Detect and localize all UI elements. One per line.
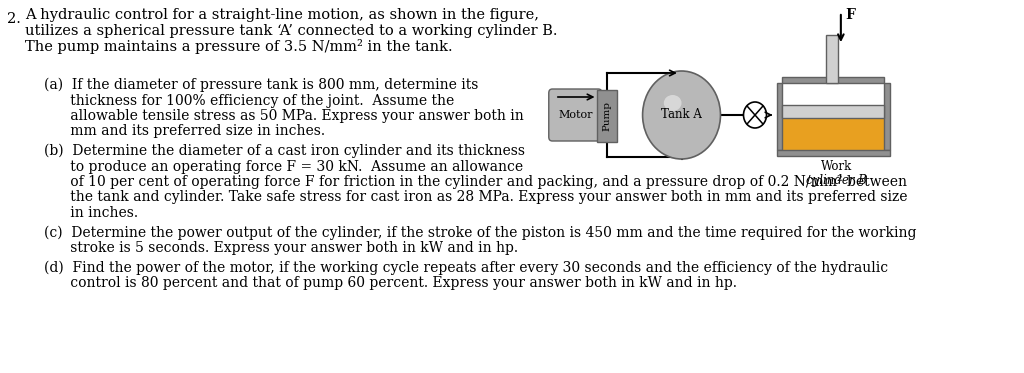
Bar: [782, 77, 884, 83]
Bar: [777, 150, 890, 156]
Text: (b)  Determine the diameter of a cast iron cylinder and its thickness: (b) Determine the diameter of a cast iro…: [44, 144, 525, 159]
Text: cylinder B: cylinder B: [806, 174, 867, 187]
Text: F: F: [845, 8, 855, 22]
Text: mm and its preferred size in inches.: mm and its preferred size in inches.: [44, 125, 326, 138]
Text: control is 80 percent and that of pump 60 percent. Express your answer both in k: control is 80 percent and that of pump 6…: [44, 276, 737, 290]
Bar: [782, 118, 884, 150]
Bar: [777, 83, 782, 150]
Text: The pump maintains a pressure of 3.5 N/mm² in the tank.: The pump maintains a pressure of 3.5 N/m…: [25, 39, 453, 54]
Bar: [598, 110, 605, 120]
Text: Tank A: Tank A: [662, 109, 702, 122]
FancyBboxPatch shape: [549, 89, 602, 141]
Bar: [782, 105, 884, 118]
Text: the tank and cylinder. Take safe stress for cast iron as 28 MPa. Express your an: the tank and cylinder. Take safe stress …: [44, 191, 907, 204]
Circle shape: [643, 71, 721, 159]
Text: allowable tensile stress as 50 MPa. Express your answer both in: allowable tensile stress as 50 MPa. Expr…: [44, 109, 524, 123]
Bar: [884, 83, 890, 150]
Text: of 10 per cent of operating force F for friction in the cylinder and packing, an: of 10 per cent of operating force F for …: [44, 175, 907, 189]
Text: (c)  Determine the power output of the cylinder, if the stroke of the piston is : (c) Determine the power output of the cy…: [44, 226, 916, 240]
Text: thickness for 100% efficiency of the joint.  Assume the: thickness for 100% efficiency of the joi…: [44, 94, 455, 107]
Text: Work: Work: [821, 160, 852, 173]
Circle shape: [743, 102, 767, 128]
Text: stroke is 5 seconds. Express your answer both in kW and in hp.: stroke is 5 seconds. Express your answer…: [44, 241, 518, 255]
Text: to produce an operating force F = 30 kN.  Assume an allowance: to produce an operating force F = 30 kN.…: [44, 160, 523, 173]
Text: in inches.: in inches.: [44, 206, 138, 220]
Text: (d)  Find the power of the motor, if the working cycle repeats after every 30 se: (d) Find the power of the motor, if the …: [44, 260, 889, 275]
Text: 2.: 2.: [7, 12, 20, 26]
Text: A hydraulic control for a straight-line motion, as shown in the figure,: A hydraulic control for a straight-line …: [25, 8, 539, 22]
Text: Pump: Pump: [603, 101, 611, 131]
Bar: [826, 35, 838, 83]
Text: (a)  If the diameter of pressure tank is 800 mm, determine its: (a) If the diameter of pressure tank is …: [44, 78, 478, 93]
Text: utilizes a spherical pressure tank ‘A’ connected to a working cylinder B.: utilizes a spherical pressure tank ‘A’ c…: [25, 23, 557, 38]
Text: Motor: Motor: [558, 110, 593, 120]
Bar: [597, 90, 616, 142]
Ellipse shape: [664, 95, 682, 111]
